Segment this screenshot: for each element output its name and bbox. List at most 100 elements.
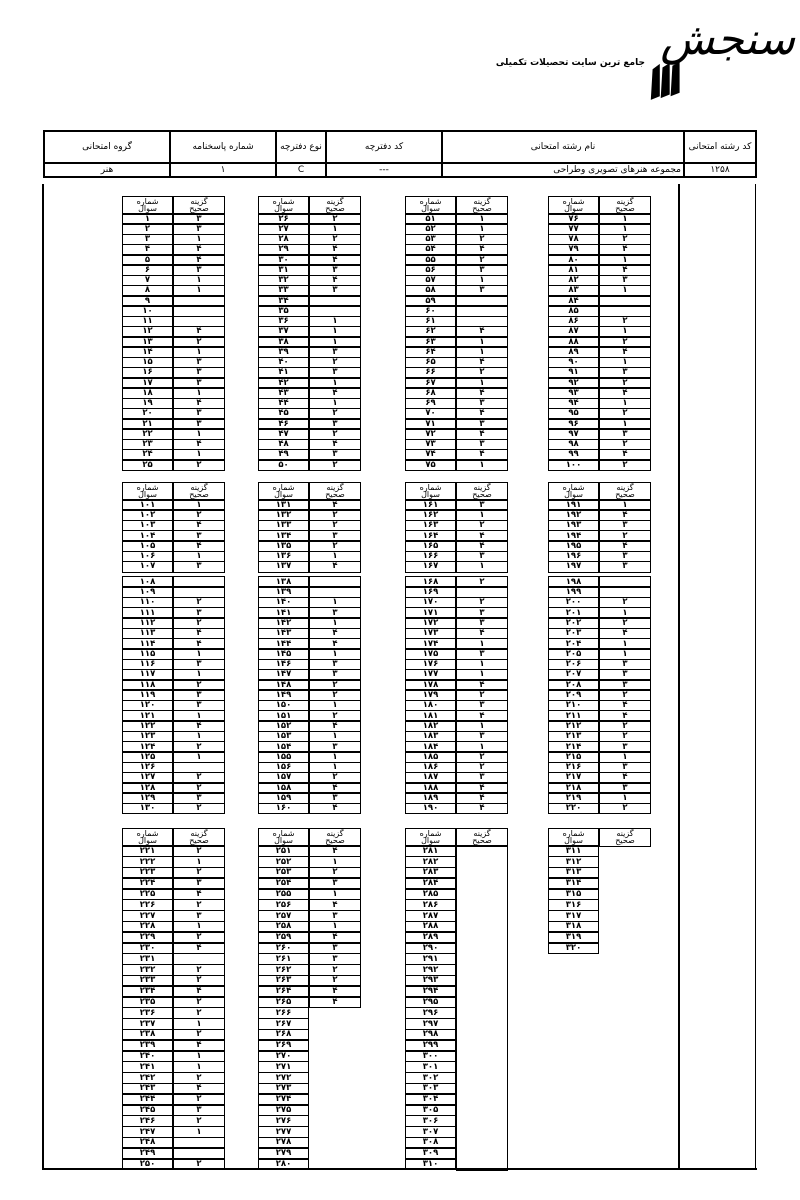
question-number-cell: ۶۵: [405, 356, 456, 369]
header-label-word: گزینه: [190, 196, 208, 206]
correct-option-header: گزینه صحیح: [309, 828, 361, 847]
answer-cell: ۴: [309, 560, 361, 573]
question-number-cell: ۶۰: [405, 305, 456, 317]
answer-cell: ۱: [599, 648, 651, 660]
answer-cell: ۳: [599, 679, 651, 691]
question-number-cell: ۲۰۴: [548, 637, 599, 650]
question-number-cell: ۴۰: [258, 356, 309, 369]
answer-cell: ۴: [599, 540, 651, 552]
question-number-cell: ۱۹: [122, 397, 173, 410]
question-number-cell: ۱۸۹: [405, 792, 456, 805]
answer-cell: ۱: [599, 751, 651, 763]
answer-cell: [599, 305, 651, 317]
question-number-cell: ۲۰۲: [548, 617, 599, 630]
question-number-cell: ۷۸: [548, 233, 599, 246]
question-number-cell: ۱۱۶: [122, 658, 173, 671]
answer-cell: ۳: [456, 284, 508, 297]
header-label-word: سوال: [421, 836, 440, 846]
header-label-word: شماره: [562, 482, 585, 492]
question-number-cell: ۱۳۹: [258, 586, 309, 599]
answer-cell: ۳: [456, 607, 508, 619]
answer-cell: ۲: [599, 802, 651, 815]
question-number-cell: ۱۷۳: [405, 627, 456, 640]
question-number-cell: ۱۷۲: [405, 617, 456, 630]
answer-cell: ۱: [173, 448, 225, 461]
answer-cell: ۳: [173, 607, 225, 619]
header-label-word: صحیح: [189, 490, 209, 500]
answer-cell: ۱: [309, 550, 361, 563]
header-label-word: صحیح: [615, 490, 635, 500]
question-number-cell: ۱۲۰: [122, 699, 173, 712]
answer-cell: ۳: [173, 418, 225, 430]
question-number-cell: ۱۴۵: [258, 648, 309, 660]
answer-cell: ۱: [456, 560, 508, 573]
answer-cell: ۱: [173, 751, 225, 763]
answer-cell: ۴: [456, 802, 508, 815]
question-number-cell: ۱۴: [122, 346, 173, 358]
question-number-cell: ۱۱۰: [122, 596, 173, 609]
answer-cell: ۱: [173, 499, 225, 511]
question-number-cell: ۹۳: [548, 387, 599, 399]
answer-cell: ۱: [173, 233, 225, 246]
question-number-cell: ۱۱: [122, 315, 173, 328]
question-number-cell: ۳۵: [258, 305, 309, 317]
question-number-cell: ۱۲۴: [122, 740, 173, 753]
answer-cell: ۱: [309, 648, 361, 660]
answer-cell: ۲: [599, 529, 651, 542]
answer-cell: ۲: [456, 519, 508, 532]
answer-cell: ۳: [599, 668, 651, 681]
question-number-cell: ۲۰۸: [548, 679, 599, 691]
question-number-cell: ۱۶۱: [405, 499, 456, 511]
answer-cell: ۳: [309, 740, 361, 753]
question-number-cell: ۱۴۷: [258, 668, 309, 681]
answer-cell: ۱: [456, 223, 508, 235]
question-number-cell: ۱۶۷: [405, 560, 456, 573]
answer-cell: ۴: [456, 243, 508, 256]
answer-cell: ۴: [456, 792, 508, 805]
answer-cell: ۱: [173, 710, 225, 722]
question-number-cell: ۱۷: [122, 377, 173, 389]
answer-cell: ۴: [599, 243, 651, 256]
answer-cell: ۴: [309, 243, 361, 256]
header-booklet-code: کد دفترچه: [325, 130, 443, 164]
answer-cell: ۳: [456, 617, 508, 630]
question-number-cell: ۶۳: [405, 336, 456, 348]
answer-cell: ۴: [173, 720, 225, 733]
header-label-word: سوال: [138, 490, 157, 500]
header-label-word: شماره: [419, 196, 442, 206]
answer-cell: ۴: [599, 771, 651, 784]
header-label-word: سوال: [421, 490, 440, 500]
header-label-word: سوال: [274, 836, 293, 846]
question-number-cell: ۲۰۳: [548, 627, 599, 640]
question-number-cell: ۸۶: [548, 315, 599, 328]
answer-cell: ۴: [309, 274, 361, 287]
question-number-cell: ۲۱۹: [548, 792, 599, 805]
question-number-cell: ۵۳: [405, 233, 456, 246]
question-number-cell: ۲۱: [122, 418, 173, 430]
question-number-cell: ۱۴۱: [258, 607, 309, 619]
answer-cell: [456, 315, 508, 328]
answer-cell: ۳: [173, 689, 225, 702]
answer-cell: ۱: [309, 223, 361, 235]
question-number-cell: ۱۳۷: [258, 560, 309, 573]
answer-cell: ۳: [599, 550, 651, 563]
question-number-cell: ۷۵: [405, 459, 456, 471]
answer-cell: ۴: [173, 438, 225, 451]
question-number-cell: ۱۱۲: [122, 617, 173, 630]
question-number-cell: ۱۹۷: [548, 560, 599, 573]
header-label-word: گزینه: [326, 828, 344, 838]
answer-cell: ۳: [173, 407, 225, 420]
answer-cell: ۲: [173, 1158, 225, 1171]
answer-cell: ۱: [599, 325, 651, 338]
question-number-cell: ۶۶: [405, 366, 456, 379]
answer-cell: ۳: [456, 499, 508, 511]
question-number-cell: ۵۱: [405, 213, 456, 225]
question-number-cell: ۱۴۲: [258, 617, 309, 630]
answer-cell: ۴: [456, 679, 508, 691]
answer-cell: ۲: [309, 428, 361, 440]
answer-cell: ۱: [309, 315, 361, 328]
question-number-cell: ۱۰۵: [122, 540, 173, 552]
answer-cell: ۴: [599, 509, 651, 522]
question-number-cell: ۱۴۹: [258, 689, 309, 702]
answer-cell: ۳: [173, 658, 225, 671]
